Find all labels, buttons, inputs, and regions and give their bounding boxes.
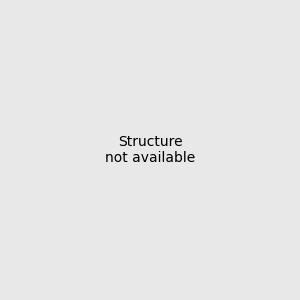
Text: Structure
not available: Structure not available — [105, 135, 195, 165]
